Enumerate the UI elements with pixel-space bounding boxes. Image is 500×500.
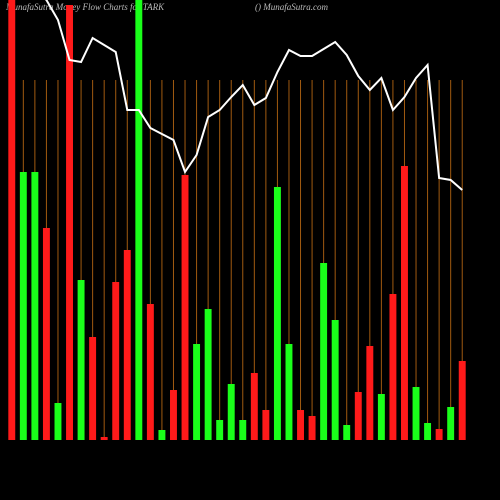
bar — [377, 394, 385, 440]
bar — [250, 373, 258, 440]
bar — [239, 420, 247, 440]
bar — [447, 407, 455, 440]
bar — [54, 403, 62, 440]
bar — [170, 390, 177, 440]
bar — [297, 410, 304, 440]
bar — [8, 0, 16, 440]
bar — [331, 320, 339, 440]
bar — [389, 294, 397, 440]
bar — [273, 187, 281, 440]
bar — [343, 425, 351, 440]
bar — [66, 5, 73, 440]
money-flow-line — [44, 0, 463, 191]
bar — [135, 0, 143, 440]
bar — [320, 263, 328, 440]
bar — [31, 172, 39, 440]
bar — [89, 337, 97, 440]
bar — [158, 430, 166, 440]
bar — [401, 166, 408, 440]
chart-title: MunafaSutra Money Flow Charts for TARK — [5, 2, 165, 12]
bar — [146, 304, 154, 440]
bar — [112, 282, 120, 440]
bar — [354, 392, 362, 440]
bar — [193, 344, 201, 440]
bar — [285, 344, 293, 440]
bar — [435, 429, 443, 440]
bar — [77, 280, 85, 440]
bar — [42, 228, 50, 440]
bar — [458, 361, 466, 440]
bar — [308, 416, 316, 440]
bar — [262, 410, 270, 440]
bar — [227, 384, 235, 440]
bar — [204, 309, 212, 440]
bar — [181, 175, 189, 440]
chart-subtitle: () MunafaSutra.com — [255, 2, 328, 12]
bar — [123, 250, 131, 440]
bar — [412, 387, 420, 440]
bar — [19, 172, 27, 440]
bar — [366, 346, 374, 440]
bar — [216, 420, 224, 440]
bar — [424, 423, 432, 440]
bar — [100, 437, 108, 440]
